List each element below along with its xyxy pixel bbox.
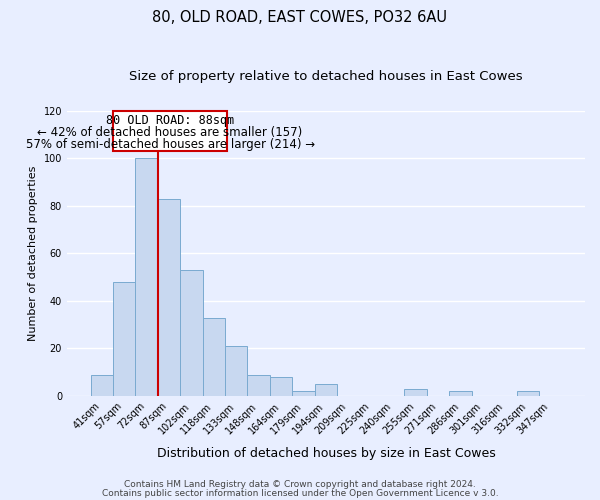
Y-axis label: Number of detached properties: Number of detached properties: [28, 166, 38, 341]
Bar: [203, 318, 225, 396]
Text: ← 42% of detached houses are smaller (157): ← 42% of detached houses are smaller (15…: [37, 126, 303, 139]
Bar: [247, 374, 270, 396]
X-axis label: Distribution of detached houses by size in East Cowes: Distribution of detached houses by size …: [157, 447, 496, 460]
Text: 80 OLD ROAD: 88sqm: 80 OLD ROAD: 88sqm: [106, 114, 234, 127]
Text: 57% of semi-detached houses are larger (214) →: 57% of semi-detached houses are larger (…: [26, 138, 314, 151]
Bar: [449, 392, 472, 396]
Bar: [113, 282, 136, 396]
Text: Contains HM Land Registry data © Crown copyright and database right 2024.: Contains HM Land Registry data © Crown c…: [124, 480, 476, 489]
Bar: [180, 270, 203, 396]
FancyBboxPatch shape: [113, 110, 227, 151]
Bar: [404, 389, 427, 396]
Bar: [517, 392, 539, 396]
Text: Contains public sector information licensed under the Open Government Licence v : Contains public sector information licen…: [101, 488, 499, 498]
Text: 80, OLD ROAD, EAST COWES, PO32 6AU: 80, OLD ROAD, EAST COWES, PO32 6AU: [152, 10, 448, 25]
Title: Size of property relative to detached houses in East Cowes: Size of property relative to detached ho…: [129, 70, 523, 83]
Bar: [270, 377, 292, 396]
Bar: [136, 158, 158, 396]
Bar: [292, 392, 315, 396]
Bar: [158, 198, 180, 396]
Bar: [315, 384, 337, 396]
Bar: [91, 374, 113, 396]
Bar: [225, 346, 247, 396]
